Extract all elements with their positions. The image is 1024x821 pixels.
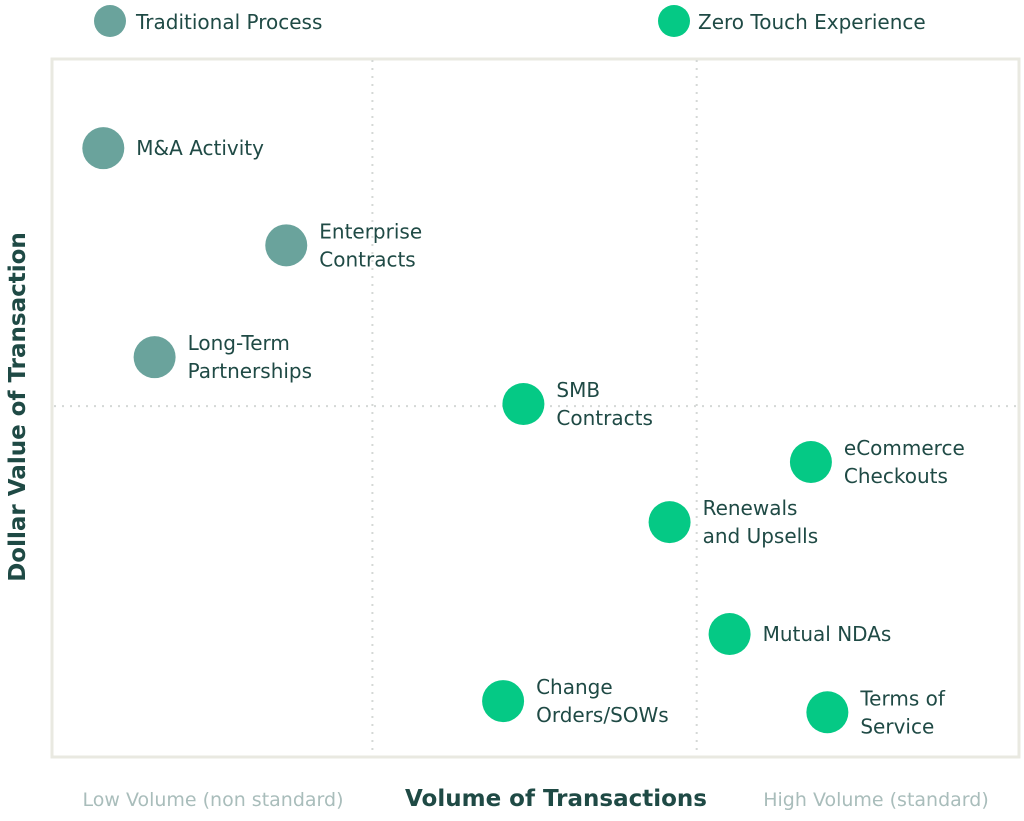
point-label: SMB: [556, 378, 600, 402]
point-label: eCommerce: [844, 436, 965, 460]
point-label: Enterprise: [319, 219, 422, 243]
legend-marker-traditional: [94, 5, 126, 37]
point-marker: [789, 441, 832, 484]
point-label: Service: [860, 714, 934, 738]
point-marker: [806, 691, 849, 734]
point-marker: [265, 224, 308, 267]
point-marker: [133, 336, 176, 379]
point-label: Renewals: [703, 496, 798, 520]
point-marker: [708, 612, 751, 655]
legend-label-traditional: Traditional Process: [135, 10, 322, 34]
plot-frame: [50, 57, 1021, 759]
point-marker: [648, 501, 691, 544]
point-label: Contracts: [319, 247, 415, 271]
legend-marker-zero-touch: [658, 5, 690, 37]
data-point: SMB Contracts: [502, 378, 653, 430]
data-point: Long-Term Partnerships: [133, 331, 312, 383]
data-point: Terms of Service: [806, 686, 946, 738]
point-label: Orders/SOWs: [536, 703, 669, 727]
point-label: Mutual NDAs: [763, 622, 892, 646]
point-label: Terms of: [859, 686, 945, 710]
point-label: Checkouts: [844, 464, 948, 488]
point-marker: [82, 127, 125, 170]
data-points: M&A Activity Enterprise Contracts Long-Term…: [82, 127, 965, 738]
legend: Traditional Process Zero Touch Experienc…: [94, 5, 926, 37]
data-point: Enterprise Contracts: [265, 219, 422, 271]
x-axis-label: Volume of Transactions: [405, 786, 707, 812]
point-label: Contracts: [556, 406, 652, 430]
data-point: M&A Activity: [82, 127, 264, 170]
point-label: Change: [536, 675, 613, 699]
point-label: and Upsells: [703, 524, 819, 548]
data-point: eCommerce Checkouts: [789, 436, 965, 488]
point-marker: [502, 383, 545, 426]
point-label: Partnerships: [188, 359, 312, 383]
point-label: M&A Activity: [136, 136, 264, 160]
data-point: Renewals and Upsells: [648, 496, 819, 548]
point-marker: [482, 680, 525, 723]
data-point: Change Orders/SOWs: [482, 675, 669, 727]
x-high-label: High Volume (standard): [763, 789, 989, 811]
legend-label-zero-touch: Zero Touch Experience: [698, 10, 926, 34]
y-axis-label: Dollar Value of Transaction: [5, 232, 31, 582]
point-label: Long-Term: [188, 331, 290, 355]
x-low-label: Low Volume (non standard): [82, 789, 343, 811]
data-point: Mutual NDAs: [708, 612, 892, 655]
